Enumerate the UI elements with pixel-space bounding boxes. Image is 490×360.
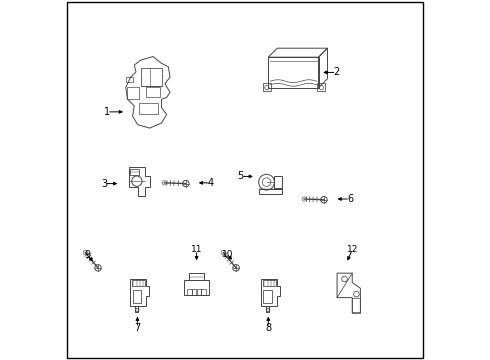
Text: 9: 9 bbox=[84, 250, 90, 260]
Bar bbox=[274, 176, 282, 188]
Bar bbox=[130, 169, 139, 175]
Bar bbox=[263, 280, 276, 286]
Bar bbox=[317, 84, 324, 90]
Bar bbox=[196, 289, 201, 295]
Bar bbox=[189, 273, 204, 280]
Bar bbox=[141, 68, 162, 86]
Bar bbox=[259, 189, 282, 194]
Bar bbox=[127, 87, 139, 99]
Text: 11: 11 bbox=[191, 246, 202, 255]
Bar bbox=[201, 289, 206, 295]
Bar bbox=[187, 289, 192, 295]
Text: 5: 5 bbox=[238, 171, 244, 181]
Text: 7: 7 bbox=[134, 323, 141, 333]
Bar bbox=[264, 290, 272, 303]
Bar bbox=[352, 298, 360, 313]
Bar bbox=[269, 57, 318, 87]
Bar bbox=[133, 290, 142, 303]
Bar bbox=[146, 87, 160, 98]
Bar bbox=[192, 289, 196, 295]
Text: 8: 8 bbox=[265, 323, 271, 333]
Text: 2: 2 bbox=[333, 67, 340, 77]
Text: 3: 3 bbox=[101, 179, 107, 189]
Bar bbox=[184, 280, 209, 295]
Text: 10: 10 bbox=[222, 250, 234, 259]
Text: 12: 12 bbox=[347, 245, 358, 254]
Bar bbox=[263, 84, 271, 90]
Bar bbox=[126, 77, 133, 82]
Text: 6: 6 bbox=[347, 194, 353, 204]
Text: 1: 1 bbox=[104, 107, 110, 117]
Bar bbox=[139, 103, 158, 114]
Text: 4: 4 bbox=[208, 178, 214, 188]
Bar bbox=[132, 280, 146, 286]
